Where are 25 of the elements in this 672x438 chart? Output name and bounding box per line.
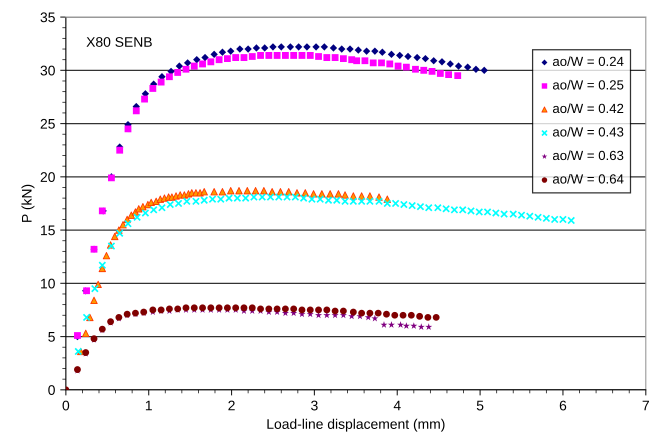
y-tick-label: 5	[48, 332, 55, 342]
legend-label: ao/W = 0.24	[552, 56, 624, 66]
x-tick-label: 6	[560, 400, 566, 410]
legend-label: ao/W = 0.25	[552, 80, 624, 90]
annotation: X80 SENB	[86, 37, 152, 47]
x-tick-label: 1	[146, 400, 152, 410]
y-tick-label: 25	[40, 118, 55, 129]
y-tick-label: 35	[40, 12, 55, 22]
y-tick-label: 0	[48, 385, 55, 395]
y-tick-label: 10	[41, 278, 55, 288]
legend-label: ao/W = 0.63	[552, 150, 624, 160]
y-tick-label: 20	[40, 172, 55, 182]
legend-label: ao/W = 0.42	[552, 103, 624, 114]
legend-label: ao/W = 0.64	[552, 174, 624, 184]
x-tick-label: 7	[642, 400, 649, 410]
y-axis-title: P (kN)	[21, 184, 34, 222]
y-tick-label: 15	[41, 226, 55, 236]
y-tick-label: 30	[40, 66, 55, 76]
x-tick-label: 5	[476, 400, 484, 410]
x-tick-label: 2	[228, 400, 235, 410]
x-tick-label: 3	[311, 400, 318, 410]
x-tick-label: 0	[62, 400, 70, 410]
x-axis-title: Load-line displacement (mm)	[267, 418, 445, 432]
x-tick-label: 4	[394, 400, 401, 410]
legend-label: ao/W = 0.43	[552, 126, 624, 137]
